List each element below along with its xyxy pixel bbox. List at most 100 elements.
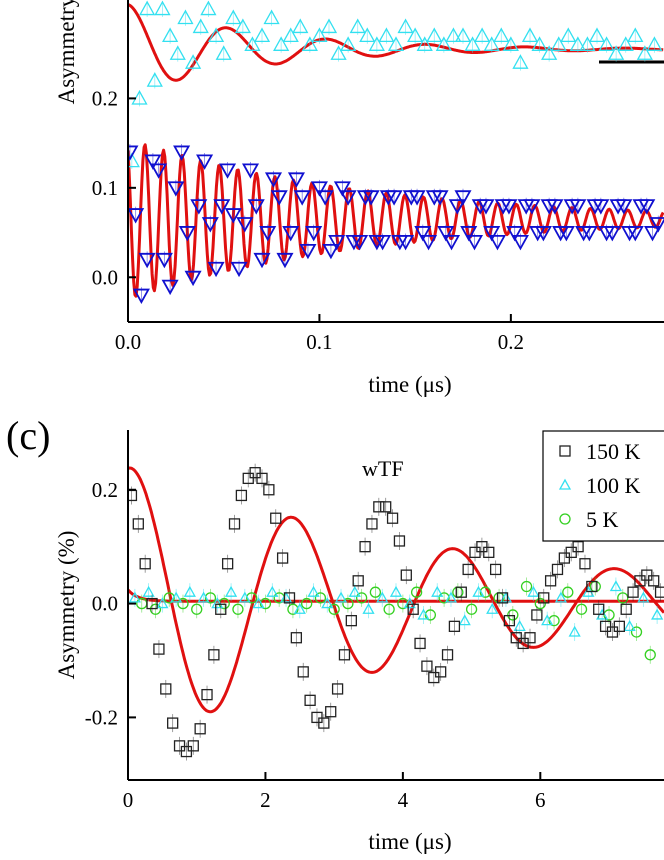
data-point [502, 36, 519, 51]
data-point [161, 279, 179, 296]
data-point [177, 597, 189, 610]
c-x-tick-label: 2 [260, 788, 271, 812]
data-point [593, 603, 605, 615]
data-point [554, 591, 568, 603]
data-point [496, 592, 509, 604]
fit-line-blue-series [128, 143, 664, 298]
data-point [247, 199, 265, 215]
data-point [414, 637, 426, 650]
data-point [387, 36, 405, 51]
data-point [572, 541, 584, 553]
data-point [448, 199, 466, 215]
data-point [228, 518, 241, 530]
top-series-0 [128, 0, 663, 169]
data-point [630, 626, 643, 638]
legend-label-150k: 150 K [586, 439, 641, 464]
data-point [580, 226, 598, 242]
data-point [340, 36, 357, 51]
data-point [314, 592, 327, 604]
data-point [232, 603, 244, 615]
data-point [177, 9, 194, 25]
data-point [345, 615, 357, 627]
data-point [276, 552, 289, 564]
data-point [293, 190, 311, 206]
data-point [506, 226, 524, 242]
data-point [435, 36, 452, 51]
data-point [383, 603, 395, 615]
data-point [424, 609, 437, 621]
data-point [362, 190, 380, 206]
data-point [230, 261, 248, 278]
data-point [524, 632, 536, 644]
data-point [330, 45, 347, 60]
data-point [426, 27, 443, 43]
data-point [270, 512, 282, 524]
data-point [242, 472, 254, 485]
data-point [167, 717, 179, 729]
data-point [627, 27, 644, 43]
data-point [142, 585, 155, 597]
data-point [455, 586, 467, 598]
data-point [615, 199, 633, 215]
data-point [389, 585, 403, 597]
data-point [366, 518, 378, 530]
data-point [460, 226, 478, 242]
data-point [511, 234, 529, 251]
data-point [263, 484, 275, 496]
annotation-wtf: wTF [362, 456, 404, 481]
data-point [368, 36, 385, 51]
data-point [617, 592, 629, 604]
data-point [445, 27, 462, 43]
data-point [546, 199, 564, 215]
data-point [407, 603, 419, 615]
data-point [259, 226, 277, 242]
data-point [458, 614, 471, 626]
c-x-tick-label: 6 [535, 788, 546, 812]
data-point [169, 45, 186, 60]
data-point [613, 620, 625, 632]
data-point [162, 27, 179, 43]
data-point [454, 27, 472, 43]
data-point [218, 597, 230, 610]
data-point [643, 226, 662, 242]
data-point [139, 0, 156, 16]
data-point [586, 580, 598, 593]
data-point [386, 512, 399, 524]
data-point [311, 27, 328, 43]
c-series-5k [136, 577, 656, 664]
data-point [273, 36, 290, 51]
data-point [469, 546, 481, 559]
data-point [213, 199, 231, 215]
data-point [462, 563, 474, 576]
data-point [287, 172, 305, 188]
data-point [256, 472, 268, 485]
data-point [442, 234, 461, 251]
data-point [279, 591, 293, 603]
top-x-axis-title: time (μs) [368, 372, 451, 397]
data-point [465, 603, 478, 615]
top-x-tick-label: 0.1 [306, 330, 332, 354]
data-point [627, 586, 639, 598]
data-point [544, 575, 557, 587]
data-point [352, 575, 364, 587]
data-point [304, 694, 316, 706]
top-y-tick-label: 0.2 [92, 86, 118, 110]
data-point [588, 27, 606, 43]
data-point [385, 190, 403, 206]
data-point [503, 615, 516, 627]
data-point [192, 18, 209, 34]
data-point [654, 586, 664, 598]
data-point [373, 501, 385, 513]
data-point [154, 0, 171, 16]
data-point [287, 603, 299, 615]
legend-label-100k: 100 K [586, 473, 641, 498]
data-point [531, 609, 543, 621]
data-point [236, 217, 254, 233]
c-series-100k [128, 577, 664, 642]
c-plot-area [128, 463, 664, 761]
data-point [454, 190, 472, 206]
data-point [541, 614, 554, 626]
data-point [153, 643, 165, 655]
data-point [224, 208, 242, 224]
